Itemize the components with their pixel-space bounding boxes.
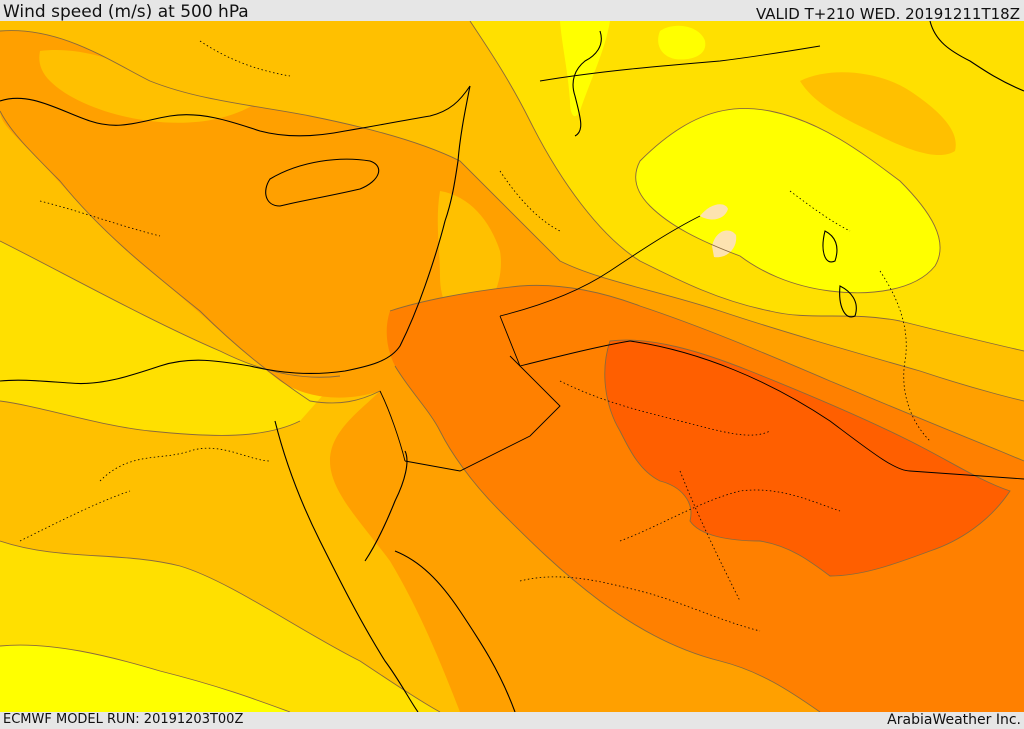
band-45-core xyxy=(604,340,1010,576)
band-25-egypt-north xyxy=(130,367,261,431)
wind-speed-map xyxy=(0,21,1024,712)
band-25-southwest xyxy=(0,241,340,436)
band-20-iraq xyxy=(635,108,941,293)
band-30-levant xyxy=(437,191,501,321)
band-20-caspian xyxy=(658,25,706,60)
calm-iraq-2 xyxy=(712,230,737,258)
band-30-northwest xyxy=(39,50,260,123)
coastlines xyxy=(0,21,1024,712)
province-lines xyxy=(19,40,931,632)
band-30-anatolia-east xyxy=(800,72,956,156)
band-20-north-strip xyxy=(560,21,610,117)
borders xyxy=(379,45,1024,480)
credit: ArabiaWeather Inc. xyxy=(887,712,1021,728)
valid-time: VALID T+210 WED. 20191211T18Z xyxy=(755,5,1020,23)
contour-lines xyxy=(0,21,1024,712)
band-20-south xyxy=(0,645,290,712)
map-title: Wind speed (m/s) at 500 hPa xyxy=(3,2,249,22)
calm-iraq-1 xyxy=(700,204,728,220)
model-run: ECMWF MODEL RUN: 20191203T00Z xyxy=(3,712,244,727)
